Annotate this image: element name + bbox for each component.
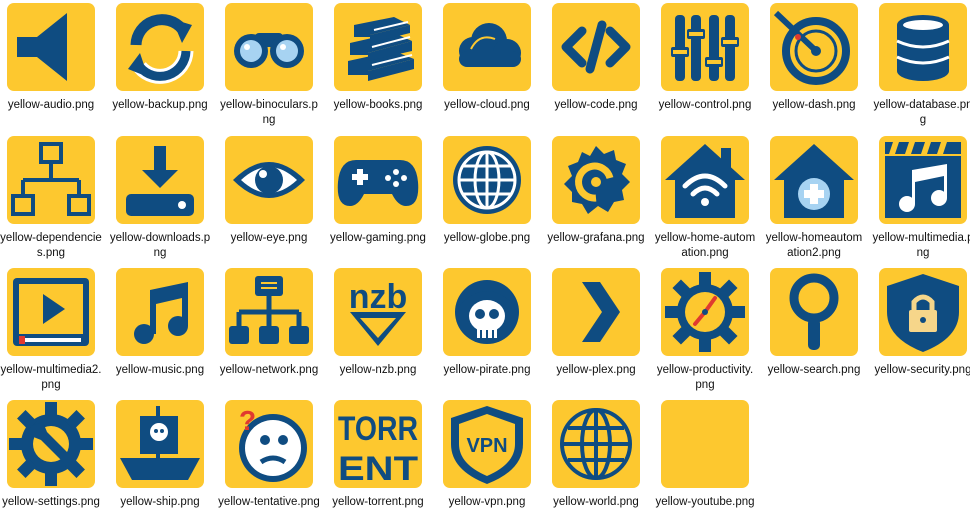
file-name-label: yellow-tentative.png [218,496,320,508]
download-tray-icon [116,136,204,224]
file-name-label: yellow-multimedia2.png [0,364,102,391]
file-name-label: yellow-grafana.png [547,232,645,244]
cloud-icon [443,3,531,91]
svg-text:VPN: VPN [466,435,507,457]
file-name-label: yellow-globe.png [443,232,531,244]
file-name-label: yellow-plex.png [556,364,636,376]
file-name-label: yellow-music.png [115,364,205,376]
file-name-label: yellow-gaming.png [330,232,426,244]
gauge-icon [770,3,858,91]
chevron-right-icon [552,268,640,356]
file-name-label: yellow-control.png [658,99,752,111]
globe-icon [443,136,531,224]
file-name-label: yellow-search.png [767,364,861,376]
file-name-label: yellow-homeautomation2.png [765,232,863,259]
file-name-label: yellow-youtube.png [655,496,755,508]
sliders-icon [661,3,749,91]
svg-text:?: ? [239,405,256,436]
network-icon [225,268,313,356]
file-name-label: yellow-backup.png [112,99,208,111]
vpn-shield-icon: VPN [443,400,531,488]
file-name-label: yellow-dependencies.png [0,232,102,259]
hierarchy-icon [7,136,95,224]
home-wifi-icon [661,136,749,224]
code-icon [552,3,640,91]
pirate-ship-icon [116,400,204,488]
file-name-label: yellow-settings.png [2,496,100,508]
torrent-text-icon: TORR ENT [334,400,422,488]
file-name-label: yellow-security.png [874,364,970,376]
tentative-face-icon: ? [225,400,313,488]
file-name-label: yellow-torrent.png [332,496,424,508]
gear-wrench-icon [7,400,95,488]
svg-text:ENT: ENT [338,450,418,488]
nzb-icon: nzb [334,268,422,356]
file-name-label: yellow-dash.png [772,99,856,111]
grafana-icon [552,136,640,224]
file-name-label: yellow-cloud.png [444,99,530,111]
file-name-label: yellow-books.png [333,99,423,111]
eye-icon [225,136,313,224]
gamepad-icon [334,136,422,224]
file-name-label: yellow-productivity.png [656,364,754,391]
blank-icon [661,400,749,488]
magnifier-icon [770,268,858,356]
file-name-label: yellow-nzb.png [339,364,417,376]
shield-lock-icon [879,268,967,356]
database-icon [879,3,967,91]
file-name-label: yellow-eye.png [230,232,308,244]
file-name-label: yellow-audio.png [7,99,95,111]
music-note-icon [116,268,204,356]
file-name-label: yellow-vpn.png [448,496,526,508]
file-name-label: yellow-home-automation.png [654,232,756,259]
music-clapper-icon [879,136,967,224]
speaker-icon [7,3,95,91]
file-name-label: yellow-binoculars.png [220,99,318,126]
file-name-label: yellow-pirate.png [443,364,531,376]
video-player-icon [7,268,95,356]
file-name-label: yellow-database.png [873,99,970,126]
file-name-label: yellow-downloads.png [109,232,211,259]
file-name-label: yellow-code.png [554,99,638,111]
file-name-label: yellow-multimedia.png [872,232,970,259]
svg-text:TORR: TORR [338,410,418,448]
file-name-label: yellow-network.png [219,364,319,376]
gear-clock-icon [661,268,749,356]
binoculars-icon [225,3,313,91]
home-plus-icon [770,136,858,224]
books-icon [334,3,422,91]
world-icon [552,400,640,488]
file-name-label: yellow-ship.png [120,496,200,508]
file-name-label: yellow-world.png [553,496,639,508]
pirate-skull-icon [443,268,531,356]
sync-arrows-icon [116,3,204,91]
svg-text:nzb: nzb [349,278,408,316]
